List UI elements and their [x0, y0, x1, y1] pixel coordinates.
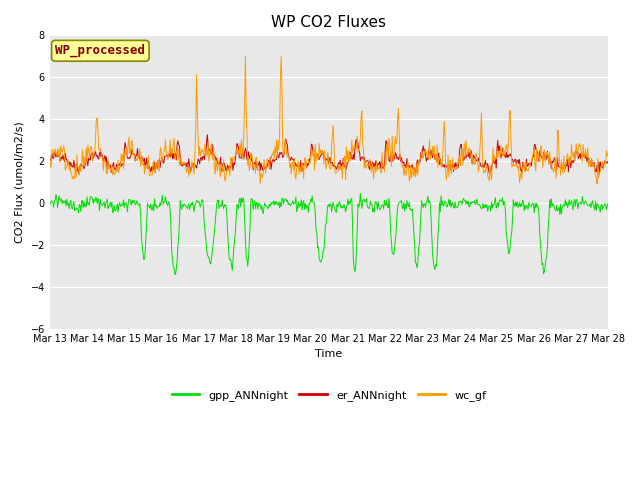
- wc_gf: [604, 150, 612, 156]
- wc_gf: [241, 53, 249, 59]
- er_ANNnight: [412, 171, 419, 177]
- wc_gf: [414, 172, 422, 178]
- wc_gf: [113, 169, 121, 175]
- er_ANNnight: [604, 158, 612, 164]
- wc_gf: [56, 159, 64, 165]
- er_ANNnight: [204, 132, 211, 138]
- gpp_ANNnight: [113, 201, 121, 207]
- Y-axis label: CO2 Flux (umol/m2/s): CO2 Flux (umol/m2/s): [15, 121, 25, 243]
- wc_gf: [46, 153, 54, 159]
- er_ANNnight: [170, 156, 178, 162]
- er_ANNnight: [56, 158, 64, 164]
- gpp_ANNnight: [46, 202, 54, 207]
- gpp_ANNnight: [415, 246, 422, 252]
- er_ANNnight: [397, 155, 405, 160]
- Title: WP CO2 Fluxes: WP CO2 Fluxes: [271, 15, 387, 30]
- gpp_ANNnight: [604, 201, 612, 206]
- Line: gpp_ANNnight: gpp_ANNnight: [50, 193, 608, 275]
- X-axis label: Time: Time: [316, 349, 342, 359]
- gpp_ANNnight: [172, 272, 179, 277]
- wc_gf: [200, 152, 207, 157]
- Line: wc_gf: wc_gf: [50, 56, 608, 184]
- er_ANNnight: [113, 163, 121, 168]
- er_ANNnight: [200, 154, 207, 159]
- Legend: gpp_ANNnight, er_ANNnight, wc_gf: gpp_ANNnight, er_ANNnight, wc_gf: [167, 385, 491, 405]
- wc_gf: [397, 158, 405, 164]
- wc_gf: [593, 181, 601, 187]
- gpp_ANNnight: [170, 265, 178, 271]
- Text: WP_processed: WP_processed: [56, 44, 145, 58]
- gpp_ANNnight: [356, 191, 364, 196]
- er_ANNnight: [46, 156, 54, 162]
- Line: er_ANNnight: er_ANNnight: [50, 135, 608, 174]
- gpp_ANNnight: [200, 221, 208, 227]
- wc_gf: [170, 135, 178, 141]
- gpp_ANNnight: [56, 197, 64, 203]
- er_ANNnight: [415, 162, 422, 168]
- gpp_ANNnight: [399, 205, 406, 211]
